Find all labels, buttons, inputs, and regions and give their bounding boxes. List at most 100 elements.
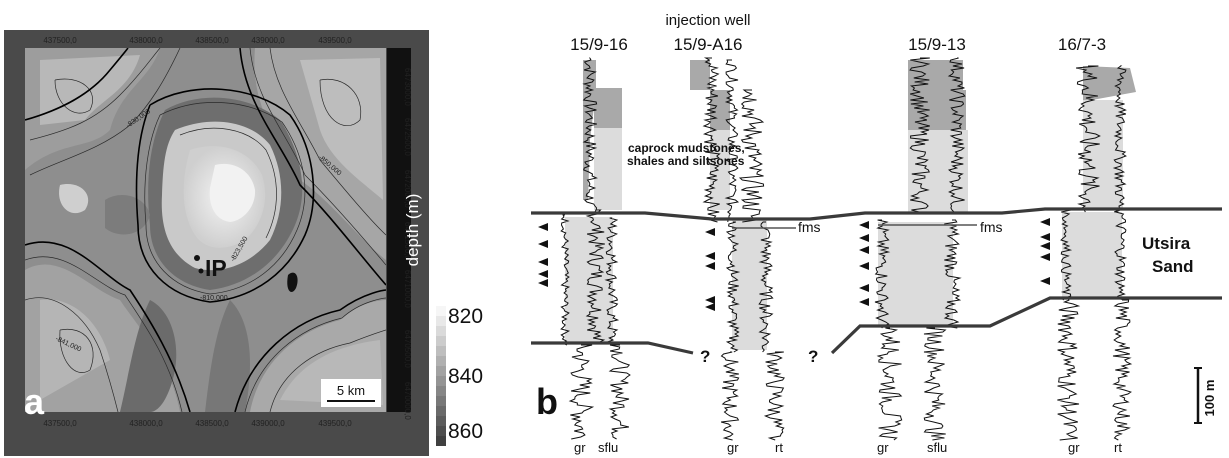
injection-well-label: injection well — [665, 12, 750, 29]
well-log-traces — [560, 57, 1133, 441]
log-trace — [876, 327, 903, 441]
marker-triangle — [1040, 218, 1050, 226]
log-label: rt — [1114, 440, 1122, 455]
marker-triangle — [1040, 233, 1050, 241]
fms-label: fms — [980, 219, 1003, 235]
easting-tick: 437500,0 — [43, 36, 77, 45]
caprock-shale-fill — [710, 90, 730, 130]
marker-triangle — [859, 262, 869, 270]
marker-triangle — [538, 258, 548, 266]
unit-label: Utsira — [1142, 234, 1191, 253]
log-trace — [1057, 299, 1081, 441]
northing-tick: 6471500,0 — [403, 222, 412, 260]
panel-a: 437500,0 438000,0 438500,0 439000,0 4395… — [4, 30, 483, 456]
log-label: sflu — [927, 440, 947, 455]
caprock-sand-fill — [594, 128, 622, 210]
depth-color-scale — [436, 306, 446, 446]
depth-label: 840 — [448, 365, 483, 388]
marker-triangle — [538, 223, 548, 231]
well-name: 15/9-A16 — [674, 35, 743, 54]
log-trace — [1113, 209, 1128, 301]
log-label: gr — [1068, 440, 1080, 455]
log-trace — [585, 209, 606, 345]
depth-scale-label: 100 m — [1202, 380, 1217, 417]
well-log-fills — [565, 60, 1136, 350]
marker-triangle — [705, 228, 715, 236]
marker-triangle — [538, 240, 548, 248]
utsira-sand-fill — [878, 222, 953, 326]
ip-label: IP — [205, 255, 227, 281]
easting-tick: 438500,0 — [195, 419, 229, 428]
depth-label: 860 — [448, 420, 483, 443]
injection-point-marker — [198, 268, 204, 274]
log-label: gr — [574, 440, 586, 455]
marker-triangle — [705, 296, 715, 304]
marker-triangle — [538, 279, 548, 287]
log-trace — [702, 57, 721, 223]
log-trace — [725, 221, 741, 353]
log-trace — [1076, 65, 1101, 213]
northing-strip — [387, 48, 411, 412]
log-trace — [738, 89, 765, 223]
log-trace — [947, 57, 966, 215]
utsira-sand-fill — [1062, 212, 1122, 297]
log-trace — [604, 217, 620, 345]
log-trace — [763, 351, 785, 441]
question-mark: ? — [700, 347, 710, 366]
log-label: gr — [727, 440, 739, 455]
sand-markers — [538, 218, 1050, 311]
northing-tick: 6472000,0 — [403, 170, 412, 208]
injection-point-marker — [194, 255, 200, 261]
marker-triangle — [705, 262, 715, 270]
northing-tick: 6470500,0 — [403, 330, 412, 368]
marker-triangle — [859, 234, 869, 242]
unit-label: Sand — [1152, 257, 1194, 276]
log-trace — [1060, 209, 1073, 301]
top-utsira-line — [531, 207, 1222, 221]
correlation-lines — [531, 207, 1222, 355]
marker-triangle — [1040, 242, 1050, 250]
easting-tick: 439500,0 — [318, 36, 352, 45]
log-label: rt — [775, 440, 783, 455]
log-trace — [560, 214, 571, 346]
easting-tick: 438000,0 — [129, 419, 163, 428]
log-trace — [923, 327, 947, 441]
base-utsira-line — [531, 341, 694, 355]
caprock-shale-fill — [594, 88, 622, 128]
log-trace — [720, 351, 740, 441]
caprock-shale-fill — [1083, 66, 1136, 100]
log-trace — [582, 57, 598, 213]
easting-tick: 439500,0 — [318, 419, 352, 428]
marker-triangle — [705, 252, 715, 260]
contour-value: -810,000 — [200, 295, 228, 302]
log-trace — [608, 344, 631, 440]
easting-tick: 439000,0 — [251, 419, 285, 428]
well-name: 15/9-13 — [908, 35, 966, 54]
marker-triangle — [1040, 277, 1050, 285]
marker-triangle — [859, 298, 869, 306]
contour-map — [25, 48, 386, 412]
log-trace — [724, 59, 740, 223]
log-trace — [758, 221, 774, 353]
northing-ticks: 6473000,0 6472500,0 6472000,0 6471500,0 … — [403, 68, 412, 420]
log-trace — [874, 219, 891, 329]
marker-triangle — [859, 284, 869, 292]
depth-label: 820 — [448, 305, 483, 328]
easting-tick: 438000,0 — [129, 36, 163, 45]
panel-b: injection well 15/9-16 15/9-A16 15/9-13 … — [531, 12, 1222, 455]
marker-triangle — [1040, 253, 1050, 261]
log-trace — [1112, 299, 1133, 441]
marker-triangle — [859, 246, 869, 254]
log-label: gr — [877, 440, 889, 455]
caprock-label: caprock mudstones, — [628, 141, 745, 155]
caprock-label: shales and siltsones — [627, 154, 745, 168]
depth-title: depth (m) — [403, 194, 422, 267]
scale-bar-box — [321, 379, 381, 407]
easting-tick: 437500,0 — [43, 419, 77, 428]
marker-triangle — [538, 270, 548, 278]
easting-ticks: 437500,0 438000,0 438500,0 439000,0 4395… — [43, 36, 352, 428]
log-trace — [943, 219, 962, 329]
base-utsira-line — [830, 296, 1222, 355]
northing-tick: 6470000,0 — [403, 382, 412, 420]
